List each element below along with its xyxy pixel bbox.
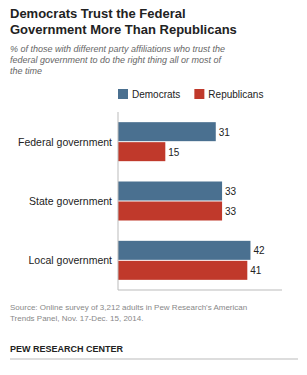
source-note: Source: Online survey of 3,212 adults in…	[10, 303, 247, 323]
x-axis-line	[118, 290, 282, 291]
bar	[118, 122, 216, 141]
chart-container: Democrats Trust the FederalGovernment Mo…	[0, 0, 307, 375]
legend-label: Republicans	[208, 89, 263, 100]
data-label: 33	[225, 186, 237, 197]
title-line: Democrats Trust the Federal	[10, 6, 186, 21]
source-note-line: Trends Panel, Nov. 17-Dec. 15, 2014.	[10, 314, 143, 323]
data-label: 15	[168, 147, 180, 158]
footer-rule	[10, 359, 298, 360]
y-tick-label: Local government	[29, 254, 113, 266]
data-label: 33	[225, 206, 237, 217]
y-axis-line	[118, 112, 119, 290]
bars	[118, 122, 250, 280]
data-label: 41	[250, 265, 262, 276]
subtitle-line: % of those with different party affiliat…	[10, 44, 225, 54]
footer: PEW RESEARCH CENTER	[10, 344, 124, 354]
title: Democrats Trust the FederalGovernment Mo…	[10, 6, 237, 37]
legend-label: Democrats	[132, 89, 180, 100]
data-label: 42	[253, 245, 265, 256]
bar	[118, 182, 222, 201]
legend-swatch	[118, 89, 128, 99]
footer-line: PEW RESEARCH CENTER	[10, 344, 124, 354]
subtitle: % of those with different party affiliat…	[10, 44, 225, 76]
bar	[118, 261, 247, 280]
title-line: Government More Than Republicans	[10, 22, 237, 37]
y-tick-label: State government	[29, 195, 112, 207]
y-tick-labels: Federal government State government Local …	[18, 136, 112, 267]
legend-swatch	[194, 89, 204, 99]
subtitle-line: federal government to do the right thing…	[10, 55, 223, 65]
data-label: 31	[219, 127, 231, 138]
legend: Democrats Republicans	[118, 89, 263, 100]
y-tick-label: Federal government	[18, 136, 112, 148]
bar	[118, 202, 222, 221]
bar	[118, 142, 165, 161]
source-note-line: Source: Online survey of 3,212 adults in…	[10, 303, 247, 312]
data-labels: 31 15 33 33 42 41	[168, 127, 265, 277]
chart-svg: Democrats Trust the FederalGovernment Mo…	[0, 0, 307, 375]
subtitle-line: the time	[10, 66, 42, 76]
bar	[118, 241, 250, 260]
